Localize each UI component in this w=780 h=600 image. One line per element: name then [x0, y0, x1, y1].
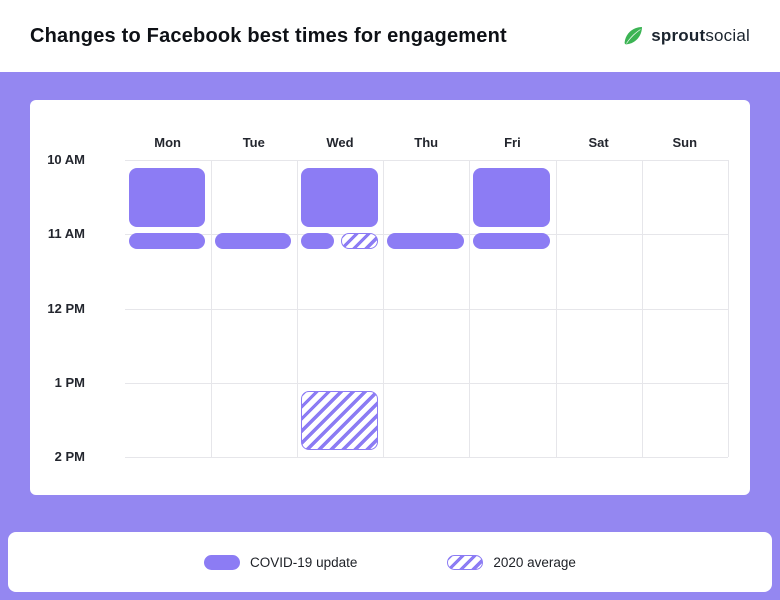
day-label-mon: Mon: [154, 135, 181, 150]
legend-swatch-hatched: [447, 554, 484, 570]
schedule-block: [300, 233, 334, 249]
schedule-block: [128, 233, 206, 249]
schedule-block: [473, 168, 550, 228]
purple-panel: Mon Tue Wed Thu Fri Sat Sun 10 AM 11 AM 12 PM 1 PM…: [0, 72, 780, 600]
chart-card: Mon Tue Wed Thu Fri Sat Sun 10 AM 11 AM 12 PM 1 PM…: [30, 100, 750, 495]
time-label-11am: 11 AM: [47, 226, 85, 242]
page-title: Changes to Facebook best times for engag…: [30, 24, 507, 47]
time-label-10am: 10 AM: [47, 152, 85, 167]
day-label-wed: Wed: [326, 135, 354, 150]
schedule-block: [341, 233, 379, 249]
legend-item: 2020 average: [447, 554, 576, 570]
logo-text: sproutsocial: [651, 26, 750, 46]
day-label-sat: Sat: [588, 135, 609, 150]
grid-line-h: [124, 160, 728, 161]
grid-line-v: [555, 160, 557, 457]
grid-line-v: [469, 160, 471, 457]
day-label-thu: Thu: [414, 135, 439, 150]
logo-text-bold: sprout: [651, 26, 706, 45]
legend-label: 2020 average: [493, 554, 576, 570]
day-label-fri: Fri: [504, 135, 521, 150]
schedule-block: [300, 390, 378, 450]
grid-line-v: [296, 160, 298, 457]
legend-swatch-solid: [204, 554, 241, 570]
grid-line-h: [124, 382, 728, 384]
schedule-block: [214, 233, 292, 249]
grid-line-h: [124, 308, 728, 310]
time-label-1pm: 1 PM: [54, 374, 85, 390]
legend-item: COVID-19 update: [204, 554, 358, 570]
day-label-sun: Sun: [672, 135, 698, 150]
day-label-tue: Tue: [242, 135, 265, 150]
logo-text-regular: social: [705, 26, 750, 45]
legend: COVID-19 update 2020 average: [8, 532, 772, 592]
schedule-block: [128, 168, 206, 228]
grid-line-v: [210, 160, 212, 457]
header: Changes to Facebook best times for engag…: [0, 0, 780, 72]
grid-line-v: [727, 160, 729, 457]
schedule-block: [300, 168, 378, 228]
schedule-block: [387, 233, 464, 249]
grid-line-v: [641, 160, 643, 457]
grid-line-v: [383, 160, 385, 457]
time-label-12pm: 12 PM: [47, 300, 85, 316]
leaf-icon: [621, 24, 645, 48]
sproutsocial-logo: sproutsocial: [621, 24, 750, 48]
time-label-2pm: 2 PM: [54, 449, 85, 464]
legend-label: COVID-19 update: [250, 554, 358, 570]
grid-line-h: [124, 457, 728, 458]
schedule-block: [473, 233, 550, 249]
